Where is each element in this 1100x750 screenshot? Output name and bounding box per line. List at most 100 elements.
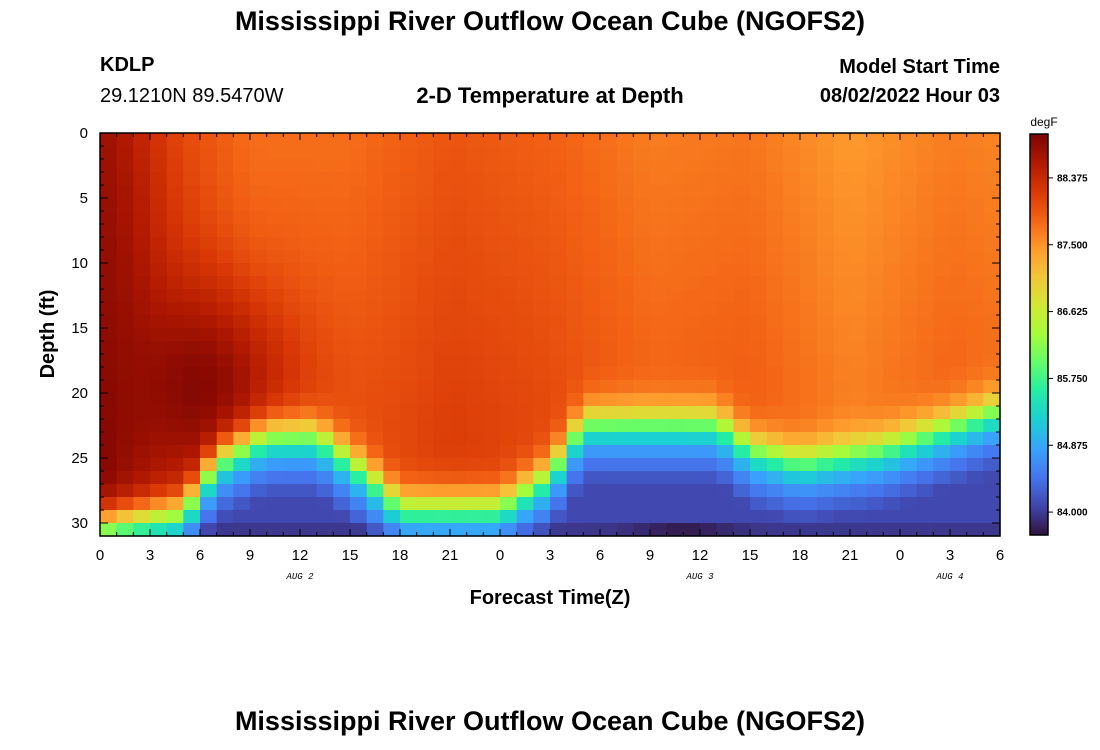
heatmap-cell [883,224,901,238]
heatmap-cell [466,510,484,524]
heatmap-cell [716,146,734,160]
heatmap-cell [566,458,584,472]
heatmap-cell [516,146,534,160]
heatmap-cell [700,185,718,199]
heatmap-cell [116,484,134,498]
heatmap-cell [416,367,434,381]
heatmap-cell [850,354,868,368]
heatmap-cell [266,185,284,199]
heatmap-cell [733,406,751,420]
heatmap-cell [633,133,651,147]
heatmap-cell [500,471,518,485]
heatmap-cell [816,380,834,394]
heatmap-cell [733,328,751,342]
heatmap-cell [333,315,351,329]
heatmap-cell [683,341,701,355]
heatmap-cell [900,172,918,186]
heatmap-cell [183,458,201,472]
heatmap-cell [300,497,318,511]
heatmap-cell [150,237,168,251]
heatmap-cell [283,185,301,199]
heatmap-cell [733,354,751,368]
heatmap-cell [850,159,868,173]
heatmap-cell [116,419,134,433]
heatmap-cell [700,289,718,303]
heatmap-cell [400,445,418,459]
heatmap-cell [683,289,701,303]
heatmap-cell [216,380,234,394]
heatmap-cell [366,237,384,251]
heatmap-cell [600,185,618,199]
heatmap-cell [850,419,868,433]
heatmap-cell [150,276,168,290]
heatmap-cell [216,354,234,368]
heatmap-cell [350,198,368,212]
heatmap-cell [633,523,651,537]
heatmap-cell [916,172,934,186]
heatmap-cell [633,367,651,381]
heatmap-cell [600,497,618,511]
y-tick-label: 0 [80,125,88,142]
heatmap-cell [966,419,984,433]
heatmap-cell [583,263,601,277]
heatmap-cell [350,159,368,173]
heatmap-cell [666,146,684,160]
heatmap-cell [766,250,784,264]
heatmap-cell [633,250,651,264]
heatmap-cell [400,159,418,173]
heatmap-cell [916,133,934,147]
heatmap-cell [433,146,451,160]
heatmap-cell [833,211,851,225]
heatmap-cell [683,237,701,251]
heatmap-cell [150,185,168,199]
heatmap-cell [900,276,918,290]
heatmap-cell [183,523,201,537]
heatmap-cell [466,211,484,225]
heatmap-cell [350,263,368,277]
heatmap-cell [100,315,118,329]
heatmap-cell [400,198,418,212]
heatmap-cell [400,419,418,433]
heatmap-cell [950,315,968,329]
heatmap-cell [516,458,534,472]
chart-subtitle: 2-D Temperature at Depth [416,83,684,108]
heatmap-cell [183,367,201,381]
heatmap-cell [633,263,651,277]
heatmap-cell [833,276,851,290]
x-tick-label: 9 [246,547,254,564]
heatmap-cell [550,523,568,537]
heatmap-cell [950,302,968,316]
heatmap-cell [333,380,351,394]
heatmap-cell [583,146,601,160]
heatmap-cell [666,406,684,420]
heatmap-cell [950,133,968,147]
heatmap-cell [700,133,718,147]
heatmap-cell [433,263,451,277]
heatmap-cell [566,185,584,199]
heatmap-cell [433,224,451,238]
heatmap-cell [350,237,368,251]
heatmap-cell [233,237,251,251]
heatmap-cell [700,458,718,472]
heatmap-cell [133,263,151,277]
heatmap-cell [233,328,251,342]
heatmap-cell [700,263,718,277]
heatmap-cell [550,510,568,524]
heatmap-cell [900,354,918,368]
heatmap-cell [483,185,501,199]
heatmap-cell [783,146,801,160]
heatmap-cell [383,406,401,420]
heatmap-cell [416,497,434,511]
heatmap-cell [983,315,1001,329]
heatmap-cell [550,393,568,407]
heatmap-cell [683,523,701,537]
heatmap-cell [333,133,351,147]
heatmap-cell [816,328,834,342]
heatmap-cell [883,341,901,355]
heatmap-cell [500,445,518,459]
heatmap-cell [216,445,234,459]
heatmap-cell [933,250,951,264]
heatmap-cell [450,406,468,420]
heatmap-cell [116,159,134,173]
heatmap-cell [616,159,634,173]
